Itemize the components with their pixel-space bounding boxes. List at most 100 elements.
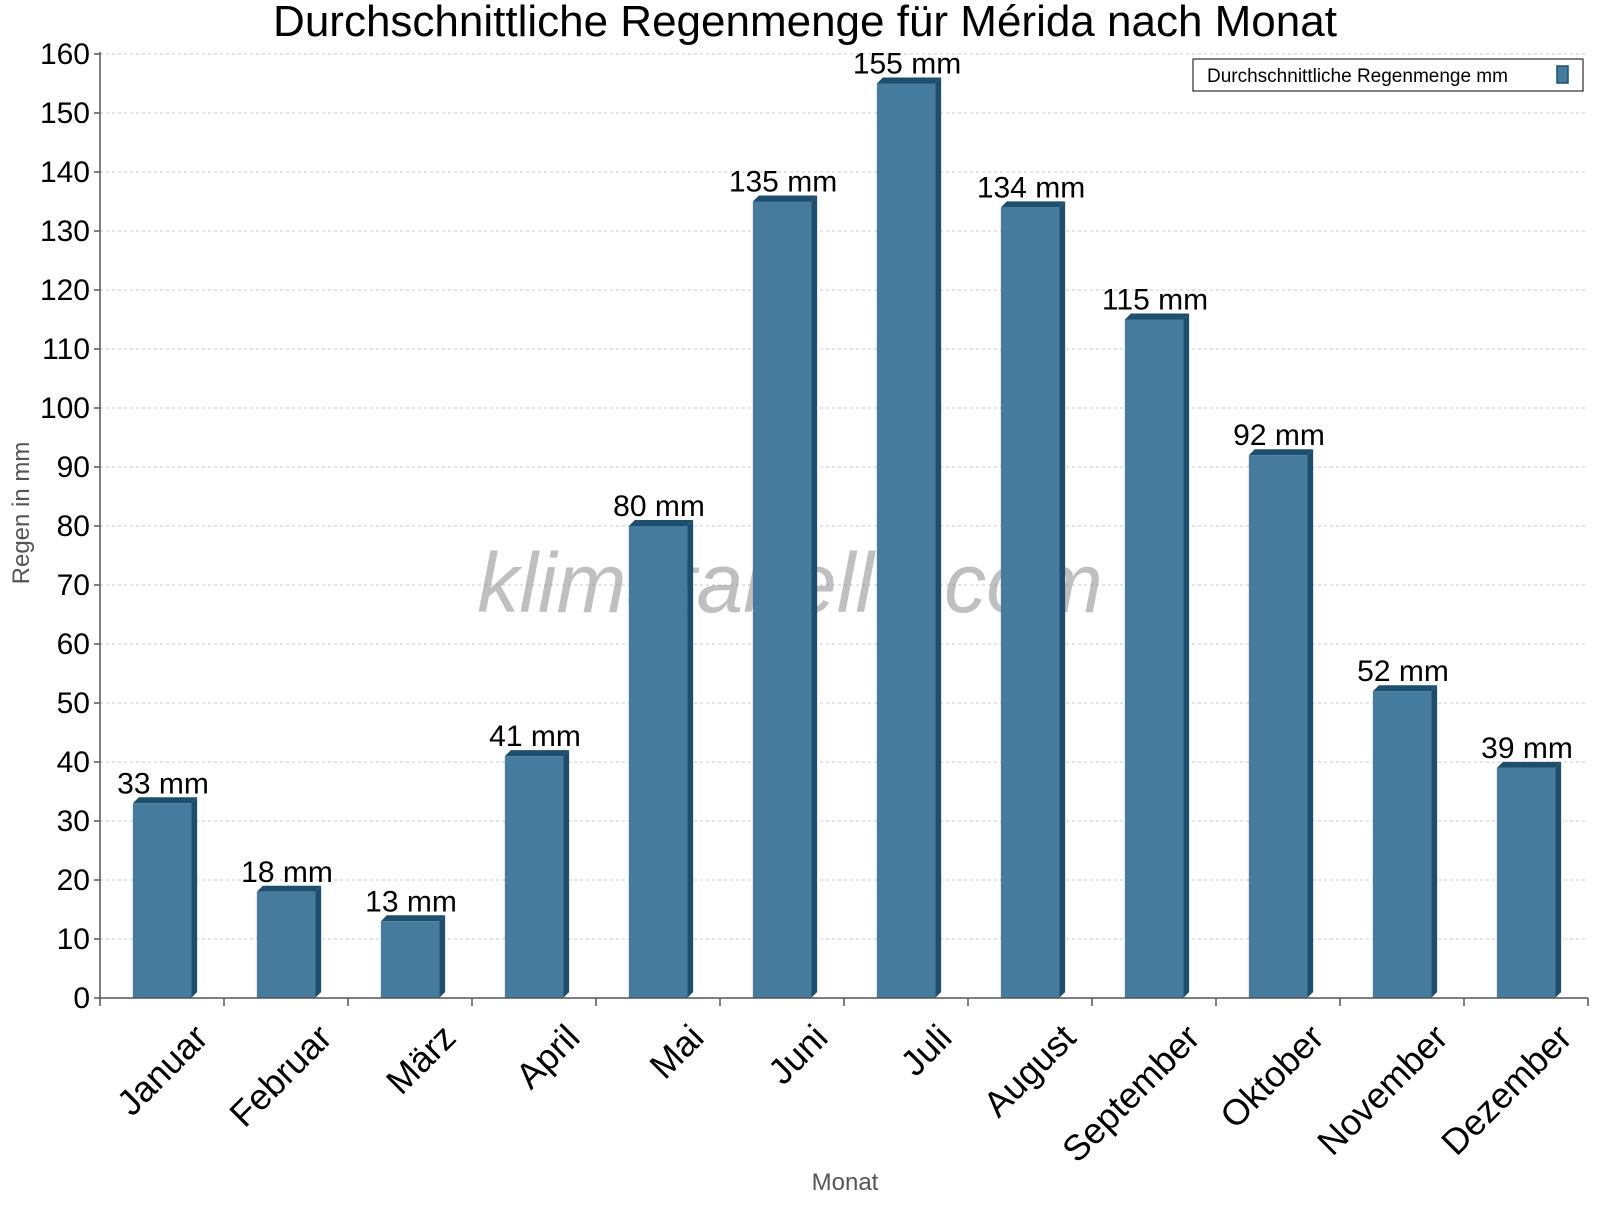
y-tick-label: 120 — [40, 274, 90, 307]
bar — [256, 891, 316, 998]
y-axis-label: Regen in mm — [8, 442, 35, 585]
bar-side — [315, 885, 322, 998]
y-tick-label: 70 — [57, 569, 90, 602]
data-labels-layer: 33 mm 18 mm 13 mm 41 mm 80 mm 135 mm 155 mm 134… — [117, 48, 1573, 919]
x-tick-label: Oktober — [1212, 1016, 1332, 1136]
bar-side — [1307, 449, 1314, 998]
bar-top — [1124, 313, 1190, 320]
bar — [1496, 767, 1556, 998]
y-tick-label: 150 — [40, 97, 90, 130]
y-tick-label: 80 — [57, 510, 90, 543]
bar-august — [1000, 201, 1066, 998]
data-label: 18 mm — [241, 856, 333, 889]
y-tick-label: 30 — [57, 805, 90, 838]
bar-top — [876, 77, 942, 84]
data-label: 80 mm — [613, 490, 705, 523]
y-tick-label: 140 — [40, 156, 90, 189]
bar-side — [191, 797, 198, 998]
bar-side — [1431, 685, 1438, 998]
x-tick-label: Mai — [641, 1016, 711, 1086]
y-tick-label: 50 — [57, 687, 90, 720]
data-label: 41 mm — [489, 720, 581, 753]
bar-oktober — [1248, 449, 1314, 998]
x-tick-label: März — [378, 1016, 464, 1102]
legend-box — [1192, 58, 1584, 92]
x-tick-label: Juni — [760, 1016, 836, 1092]
bar-november — [1372, 685, 1438, 998]
data-label: 52 mm — [1357, 655, 1449, 688]
bar-side — [1059, 201, 1066, 998]
bar — [132, 803, 192, 998]
bar-top — [256, 885, 322, 892]
data-label: 92 mm — [1233, 419, 1325, 452]
x-tick-label: August — [975, 1016, 1083, 1124]
bar-side — [935, 77, 942, 998]
y-tick-label: 160 — [40, 38, 90, 71]
bar-dezember — [1496, 761, 1562, 998]
bar-juli — [876, 77, 942, 998]
data-label: 39 mm — [1481, 732, 1573, 765]
y-tick-label: 0 — [73, 982, 90, 1015]
bar-side — [1555, 761, 1562, 998]
y-tick-label: 130 — [40, 215, 90, 248]
bar-februar — [256, 885, 322, 998]
bar-juni — [752, 195, 818, 998]
bar-top — [132, 797, 198, 804]
data-label: 115 mm — [1102, 284, 1208, 317]
bar-side — [811, 195, 818, 998]
y-tick-label: 60 — [57, 628, 90, 661]
bar-top — [1496, 761, 1562, 768]
bar-märz — [380, 915, 446, 998]
legend: Durchschnittliche Regenmenge mm — [1192, 58, 1584, 92]
data-label: 134 mm — [977, 171, 1085, 204]
data-label: 33 mm — [117, 767, 209, 800]
bar-top — [628, 520, 694, 526]
bar — [504, 756, 564, 998]
chart-title: Durchschnittliche Regenmenge für Mérida … — [273, 0, 1337, 46]
bar — [1372, 691, 1432, 998]
legend-swatch — [1556, 65, 1569, 84]
bar — [752, 201, 812, 998]
y-tick-label: 110 — [42, 333, 90, 366]
data-label: 155 mm — [853, 48, 961, 81]
x-tick-label: Juli — [892, 1016, 959, 1083]
x-tick-label: Dezember — [1433, 1016, 1579, 1162]
bar-top — [752, 195, 818, 202]
y-tick-label: 10 — [57, 923, 90, 956]
bar — [1248, 455, 1308, 998]
bars-layer — [132, 77, 1562, 998]
bar — [380, 921, 440, 998]
bar-side — [687, 520, 694, 998]
bar-september — [1124, 313, 1190, 998]
legend-label: Durchschnittliche Regenmenge mm — [1207, 66, 1508, 87]
bar — [1124, 319, 1184, 998]
data-label: 135 mm — [729, 166, 837, 199]
bar-april — [504, 750, 570, 998]
grid-layer — [100, 53, 1588, 940]
bar-top — [380, 915, 446, 922]
data-label: 13 mm — [365, 885, 457, 918]
x-tick-label: November — [1309, 1016, 1455, 1162]
bar — [1000, 207, 1060, 998]
x-tick-label: Februar — [221, 1016, 339, 1134]
x-tick-label: April — [508, 1016, 588, 1096]
bar-januar — [132, 797, 198, 998]
bar-mai — [628, 520, 694, 998]
bar-top — [1372, 685, 1438, 692]
bar-top — [504, 750, 570, 757]
bar — [628, 526, 688, 998]
x-tick-label: Januar — [109, 1016, 216, 1123]
bar-top — [1248, 449, 1314, 456]
bar-side — [1183, 313, 1190, 998]
x-axis-label: Monat — [812, 1169, 879, 1196]
y-tick-label: 90 — [57, 451, 90, 484]
bar — [876, 83, 936, 998]
y-tick-label: 40 — [57, 746, 90, 779]
bar-top — [1000, 201, 1066, 208]
bar-side — [563, 750, 570, 998]
bar-side — [439, 915, 446, 998]
y-tick-label: 20 — [57, 864, 90, 897]
y-tick-label: 100 — [40, 392, 90, 425]
